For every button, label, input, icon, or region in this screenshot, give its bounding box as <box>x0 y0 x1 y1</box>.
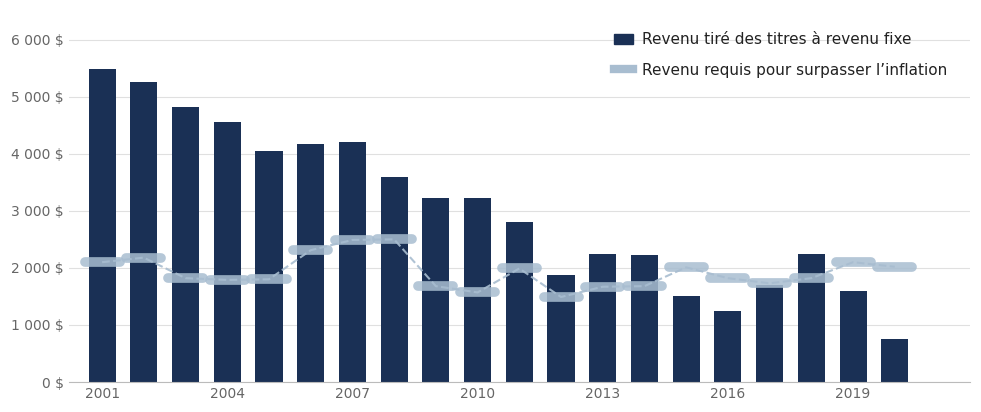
Bar <box>590 254 616 382</box>
Bar <box>756 285 783 382</box>
Bar <box>297 144 325 382</box>
Bar <box>214 122 240 382</box>
Bar <box>840 291 866 382</box>
Bar <box>673 296 699 382</box>
Bar <box>381 177 408 382</box>
Bar <box>130 82 157 382</box>
Bar <box>255 152 283 382</box>
Bar <box>547 275 575 382</box>
Bar <box>338 142 366 382</box>
Bar <box>422 198 449 382</box>
Bar <box>464 198 491 382</box>
Bar <box>88 69 116 382</box>
Legend: Revenu tiré des titres à revenu fixe, Revenu requis pour surpasser l’inflation: Revenu tiré des titres à revenu fixe, Re… <box>608 26 954 84</box>
Bar <box>631 255 658 382</box>
Bar <box>172 107 199 382</box>
Bar <box>714 311 742 382</box>
Bar <box>881 339 908 382</box>
Bar <box>798 254 825 382</box>
Bar <box>506 222 533 382</box>
